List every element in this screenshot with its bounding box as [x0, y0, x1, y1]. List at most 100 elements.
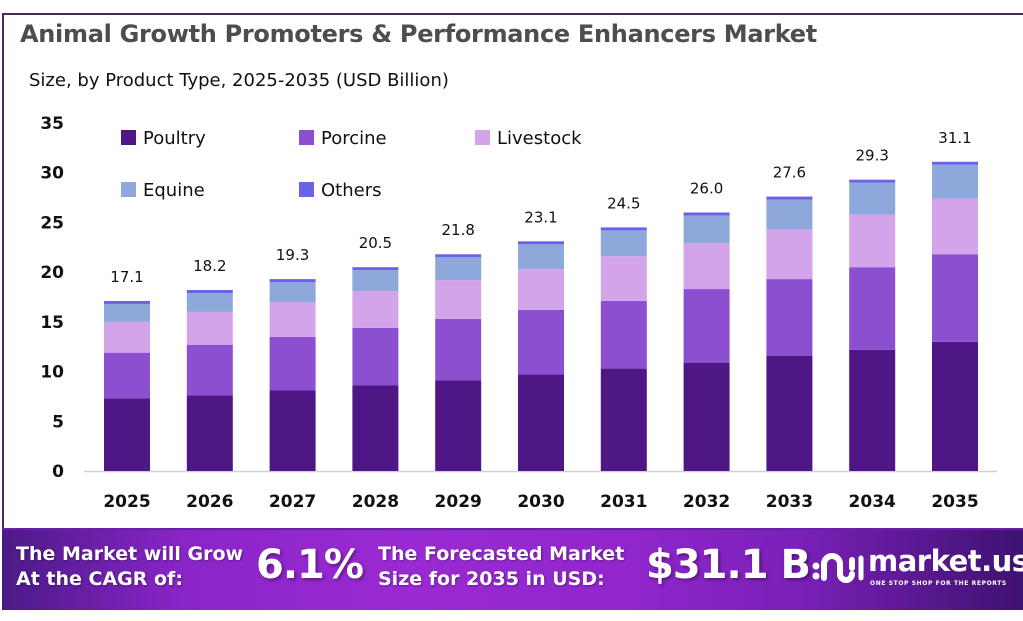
bar-segment-porcine — [683, 289, 730, 363]
y-tick-label: 25 — [40, 213, 64, 233]
cagr-caption-line1: The Market will Grow — [16, 543, 244, 565]
bar-segment-equine — [352, 270, 399, 292]
legend-item-porcine: Porcine — [299, 128, 387, 149]
y-axis: 0 5 10 15 20 25 30 35 — [40, 114, 64, 482]
bar-segment-equine — [518, 244, 564, 270]
total-label: 18.2 — [193, 257, 226, 275]
total-label: 19.3 — [276, 246, 309, 264]
summary-banner: The Market will Grow At the CAGR of: 6.1… — [2, 528, 1023, 610]
bar-segment-others — [435, 254, 482, 258]
total-label: 26.0 — [690, 179, 723, 197]
x-tick-label: 2031 — [600, 492, 647, 512]
legend-item-others: Others — [299, 180, 382, 201]
y-tick-label: 10 — [40, 363, 64, 383]
bar-segment-livestock — [518, 269, 564, 310]
bar-segment-poultry — [683, 362, 730, 471]
bar-stack-2029 — [435, 254, 482, 471]
bar-segment-porcine — [849, 267, 896, 350]
logo-name: market.us — [868, 544, 1023, 578]
bar-segment-others — [766, 196, 813, 200]
total-labels: 17.1 18.2 19.3 20.5 21.8 23.1 24.5 26.0 27.6 29.3… — [110, 129, 971, 286]
total-label: 21.8 — [441, 221, 474, 239]
bar-stack-2035 — [932, 161, 978, 471]
total-label: 20.5 — [359, 234, 392, 252]
bar-segment-poultry — [766, 355, 813, 471]
x-axis: 2025 2026 2027 2028 2029 2030 2031 2032 2033 2034… — [103, 492, 978, 512]
bars — [104, 161, 978, 471]
bar-segment-others — [269, 279, 316, 283]
bar-segment-poultry — [104, 398, 150, 471]
bar-segment-porcine — [352, 327, 399, 386]
total-label: 31.1 — [938, 129, 971, 147]
bar-segment-others — [849, 179, 896, 183]
bar-segment-livestock — [186, 311, 233, 345]
legend-swatch — [299, 182, 314, 197]
bar-segment-poultry — [269, 390, 316, 471]
forecast-caption-line2: Size for 2035 in USD: — [378, 568, 605, 590]
bar-segment-others — [518, 241, 564, 245]
legend-swatch — [299, 130, 314, 145]
x-tick-label: 2034 — [849, 492, 896, 512]
cagr-caption-line2: At the CAGR of: — [16, 568, 183, 590]
bar-segment-poultry — [352, 385, 399, 471]
bar-segment-poultry — [600, 368, 647, 471]
bar-segment-equine — [766, 199, 813, 230]
bar-segment-equine — [600, 230, 647, 257]
market-us-logo: market.us ONE STOP SHOP FOR THE REPORTS — [812, 542, 1023, 598]
total-label: 23.1 — [524, 208, 557, 226]
bar-segment-poultry — [932, 341, 978, 471]
bar-segment-livestock — [600, 256, 647, 301]
y-tick-label: 0 — [52, 462, 64, 482]
bar-segment-porcine — [104, 352, 150, 399]
legend-swatch — [475, 130, 490, 145]
bar-segment-porcine — [932, 254, 978, 342]
bar-stack-2031 — [600, 227, 647, 471]
bar-stack-2032 — [683, 212, 730, 471]
y-tick-label: 20 — [40, 263, 64, 283]
chart-subtitle: Size, by Product Type, 2025-2035 (USD Bi… — [29, 70, 449, 91]
legend-label: Livestock — [497, 128, 582, 149]
bar-segment-livestock — [766, 229, 813, 280]
bar-segment-others — [600, 227, 647, 231]
bar-stack-2034 — [849, 179, 896, 471]
y-tick-label: 35 — [40, 114, 64, 134]
legend-label: Porcine — [321, 128, 387, 149]
bar-stack-2033 — [766, 196, 813, 471]
bar-segment-poultry — [849, 349, 896, 471]
legend-label: Poultry — [143, 128, 206, 149]
bar-segment-livestock — [932, 198, 978, 255]
bar-stack-2028 — [352, 267, 399, 471]
bar-segment-porcine — [518, 309, 564, 375]
legend-item-equine: Equine — [121, 180, 205, 201]
bar-segment-poultry — [435, 380, 482, 471]
forecast-value: $31.1 B — [646, 542, 811, 588]
bar-segment-livestock — [435, 280, 482, 319]
x-tick-label: 2029 — [435, 492, 482, 512]
bar-segment-livestock — [269, 301, 316, 337]
bar-segment-poultry — [186, 395, 233, 471]
legend-swatch — [121, 130, 136, 145]
market-us-logo-icon — [812, 553, 864, 583]
y-tick-label: 30 — [40, 164, 64, 184]
bar-segment-porcine — [600, 300, 647, 369]
cagr-caption: The Market will Grow At the CAGR of: — [16, 542, 243, 592]
x-tick-label: 2027 — [269, 492, 316, 512]
bar-segment-poultry — [518, 374, 564, 471]
forecast-caption: The Forecasted Market Size for 2035 in U… — [378, 542, 624, 592]
bar-segment-equine — [269, 282, 316, 302]
bar-segment-equine — [104, 303, 150, 322]
bar-segment-others — [186, 290, 233, 294]
legend-label: Equine — [143, 180, 205, 201]
bar-segment-porcine — [435, 318, 482, 381]
bar-segment-livestock — [352, 291, 399, 328]
x-tick-label: 2032 — [683, 492, 730, 512]
bar-segment-porcine — [186, 344, 233, 396]
cagr-value: 6.1% — [256, 542, 364, 588]
y-tick-label: 15 — [40, 313, 64, 333]
legend-item-livestock: Livestock — [475, 128, 582, 149]
bar-stack-2025 — [104, 300, 150, 471]
bar-stack-2030 — [518, 241, 564, 471]
bar-segment-others — [352, 267, 399, 271]
legend-label: Others — [321, 180, 382, 201]
